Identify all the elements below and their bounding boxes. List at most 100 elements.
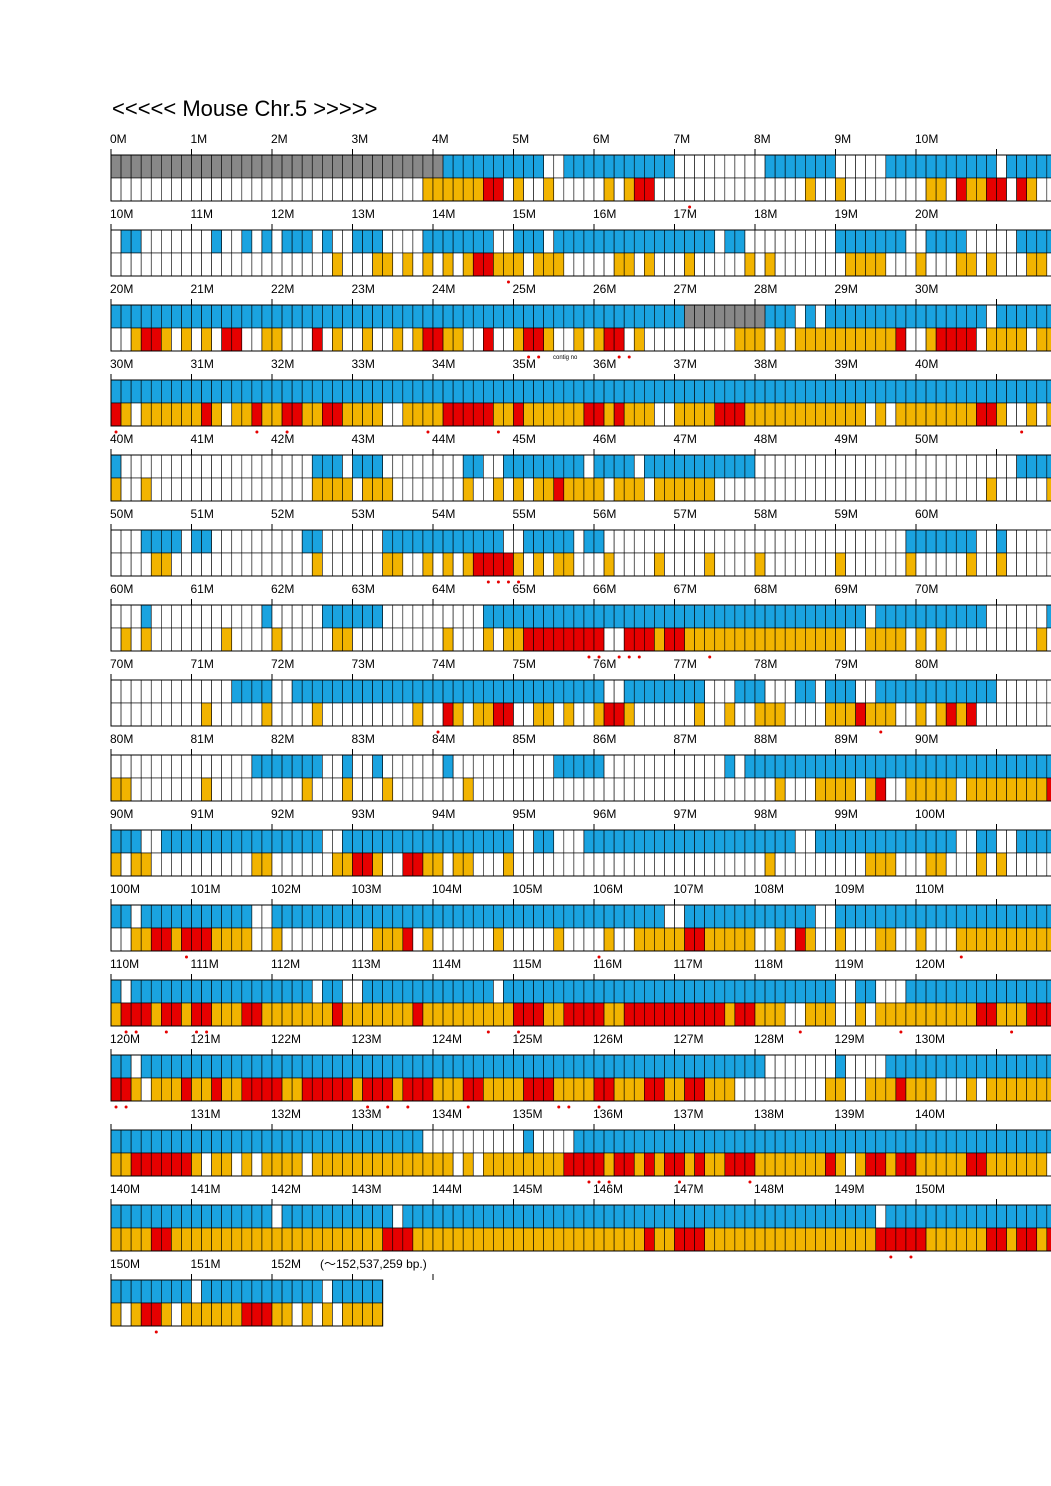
lower-bin: [1036, 177, 1048, 202]
mb-label: 33M: [352, 357, 375, 371]
lower-bin: [633, 327, 645, 352]
upper-bin: [976, 1054, 987, 1079]
lower-bin: [211, 477, 222, 502]
upper-bin: [784, 154, 796, 179]
lower-bin: [412, 1002, 424, 1027]
upper-bin: [171, 1054, 182, 1079]
upper-bin: [221, 1279, 233, 1304]
upper-bin: [704, 1129, 716, 1154]
lower-bin: [150, 477, 162, 502]
row-frame: [110, 529, 1051, 577]
lower-bin: [845, 1077, 856, 1102]
upper-bin: [986, 1054, 997, 1079]
upper-bin: [392, 304, 404, 329]
upper-bin: [392, 754, 404, 779]
lower-bin: [291, 777, 303, 802]
mb-label: 122M: [271, 1032, 301, 1046]
lower-bin: [875, 1077, 887, 1102]
lower-bin: [483, 1077, 494, 1102]
lower-bin: [794, 402, 806, 427]
lower-bin: [955, 1227, 967, 1252]
upper-bin: [845, 1129, 856, 1154]
lower-bin: [533, 1077, 544, 1102]
upper-bin: [432, 604, 444, 629]
lower-bin: [1016, 402, 1027, 427]
lower-bin: [311, 852, 323, 877]
lower-bin: [191, 627, 202, 652]
lower-bin: [211, 1077, 222, 1102]
mb-label: 139M: [835, 1107, 865, 1121]
upper-bin: [362, 1279, 373, 1304]
lower-bin: [462, 252, 474, 277]
upper-bin: [1036, 379, 1048, 404]
lower-bin: [986, 402, 997, 427]
lower-bin: [503, 252, 514, 277]
mb-label: 0M: [110, 132, 127, 146]
upper-bin: [472, 154, 484, 179]
lower-bin: [513, 327, 524, 352]
mb-label: 44M: [432, 432, 455, 446]
lower-bin: [301, 1152, 313, 1177]
mb-label: 150M: [110, 1257, 140, 1271]
upper-bin: [311, 1279, 323, 1304]
lower-bin: [231, 327, 243, 352]
upper-bin: [372, 529, 383, 554]
lower-bin: [744, 1002, 756, 1027]
lower-bin: [613, 1077, 625, 1102]
lower-bin: [462, 627, 474, 652]
upper-bin: [815, 1129, 826, 1154]
upper-bin: [291, 679, 303, 704]
mb-label: 26M: [593, 282, 616, 296]
mb-label: 40M: [110, 432, 133, 446]
mb-label: 31M: [191, 357, 214, 371]
lower-bin: [935, 1227, 947, 1252]
lower-bin: [1036, 702, 1048, 727]
lower-bin: [503, 627, 514, 652]
lower-bin: [171, 402, 182, 427]
lower-bin: [674, 477, 685, 502]
lower-bin: [734, 477, 746, 502]
upper-bin: [563, 754, 575, 779]
lower-bin: [895, 1152, 907, 1177]
lower-bin: [744, 402, 756, 427]
upper-bin: [241, 304, 253, 329]
lower-bin: [966, 1152, 977, 1177]
lower-bin: [372, 777, 383, 802]
lower-bin: [392, 477, 404, 502]
lower-bin: [271, 1152, 283, 1177]
upper-bin: [523, 529, 534, 554]
lower-bin: [754, 927, 766, 952]
upper-bin: [543, 604, 555, 629]
lower-bin: [533, 927, 544, 952]
upper-bin: [996, 979, 1007, 1004]
lower-bin: [714, 1227, 726, 1252]
upper-bin: [734, 1129, 746, 1154]
lower-bin: [603, 927, 615, 952]
lower-bin: [674, 1152, 685, 1177]
upper-bin: [352, 1204, 363, 1229]
mb-label: 43M: [352, 432, 375, 446]
mb-label: 79M: [835, 657, 858, 671]
mb-label: 29M: [835, 282, 858, 296]
lower-bin: [865, 777, 877, 802]
upper-bin: [332, 304, 343, 329]
upper-bin: [845, 604, 856, 629]
lower-bin: [925, 1002, 937, 1027]
upper-bin: [362, 379, 373, 404]
upper-bin: [311, 1054, 323, 1079]
upper-bin: [724, 529, 736, 554]
upper-bin: [1006, 1054, 1017, 1079]
mb-label: 85M: [513, 732, 536, 746]
upper-bin: [935, 1204, 947, 1229]
lower-bin: [644, 702, 655, 727]
upper-bin: [955, 1129, 967, 1154]
upper-bin: [201, 829, 212, 854]
upper-bin: [835, 379, 846, 404]
upper-bin: [905, 979, 917, 1004]
lower-bin: [744, 777, 756, 802]
mb-label: 38M: [754, 357, 777, 371]
lower-bin: [794, 1227, 806, 1252]
upper-bin: [794, 154, 806, 179]
upper-bin: [281, 754, 293, 779]
upper-bin: [764, 229, 776, 254]
